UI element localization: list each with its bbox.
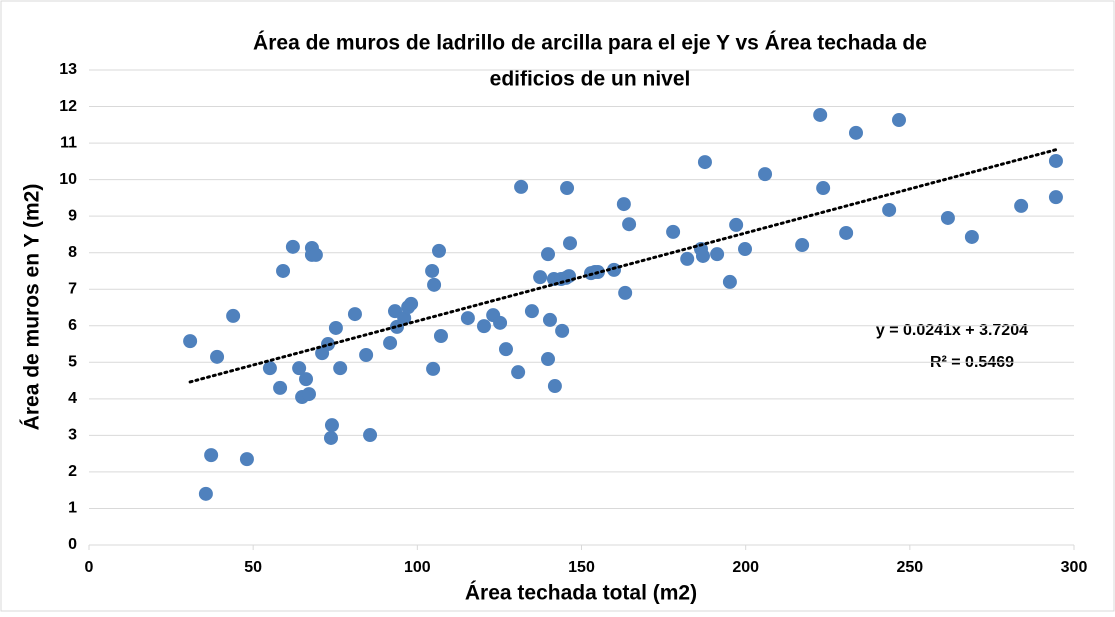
point (813, 107, 828, 122)
point (541, 352, 556, 367)
x-tick-label: 200 (732, 559, 759, 576)
point (299, 372, 314, 387)
point (795, 238, 810, 253)
y-tick-label: 9 (68, 207, 77, 224)
point (1048, 190, 1063, 205)
point (738, 242, 753, 257)
point (542, 312, 557, 327)
point (524, 304, 539, 319)
point (839, 225, 854, 240)
point (397, 311, 412, 326)
x-tick-label: 250 (896, 559, 923, 576)
x-tick-label: 300 (1061, 559, 1088, 576)
point (848, 125, 863, 140)
point (697, 155, 712, 170)
point (383, 335, 398, 350)
point (541, 247, 556, 262)
point (204, 448, 219, 463)
point (210, 349, 225, 364)
point (493, 315, 508, 330)
y-tick-label: 11 (60, 134, 77, 151)
point (1048, 153, 1063, 168)
point (1014, 198, 1029, 213)
trendline (188, 148, 1058, 384)
y-tick-label: 4 (68, 390, 77, 407)
y-tick-label: 3 (68, 427, 77, 444)
y-tick-label: 0 (68, 536, 77, 553)
point (301, 387, 316, 402)
point (328, 320, 343, 335)
point (533, 270, 548, 285)
point (226, 308, 241, 323)
point (333, 361, 348, 376)
y-tick-label: 8 (68, 244, 77, 261)
point (262, 361, 277, 376)
y-tick-label: 5 (68, 354, 77, 371)
point (426, 361, 441, 376)
x-axis-label: Área techada total (m2) (465, 582, 697, 605)
point (308, 247, 323, 262)
point (432, 243, 447, 258)
point (433, 329, 448, 343)
point (622, 217, 637, 232)
y-tick-label: 10 (59, 171, 77, 188)
point (710, 247, 725, 262)
y-tick-label: 6 (68, 317, 77, 334)
point (239, 452, 254, 467)
point (359, 348, 374, 362)
point (183, 334, 198, 349)
y-tick-label: 13 (59, 61, 77, 78)
point (425, 263, 440, 278)
point (460, 311, 475, 326)
point (940, 210, 955, 225)
x-tick-label: 50 (244, 559, 262, 576)
point (560, 181, 575, 196)
y-tick-label: 2 (68, 463, 77, 480)
point (324, 418, 339, 433)
trend-equation: y = 0.0241x + 3.7204 (876, 322, 1028, 339)
point (666, 224, 681, 239)
point (816, 181, 831, 196)
point (514, 179, 529, 194)
point (404, 296, 419, 311)
point (680, 251, 695, 266)
point (273, 380, 288, 395)
y-axis-label: Área de muros en Y (m2) (21, 184, 44, 431)
point (198, 486, 213, 501)
point (891, 113, 906, 128)
point (323, 430, 338, 445)
point (882, 202, 897, 217)
point (722, 274, 737, 289)
y-tick-label: 1 (68, 500, 77, 517)
point (363, 428, 378, 443)
point (292, 361, 307, 376)
point (427, 277, 442, 292)
x-tick-label: 0 (85, 559, 94, 576)
point (547, 379, 562, 394)
point (758, 167, 773, 182)
point (498, 342, 513, 357)
point (607, 262, 622, 277)
point (476, 319, 491, 334)
chart-title: Área de muros de ladrillo de arcilla par… (253, 32, 927, 55)
chart-title: edificios de un nivel (490, 68, 691, 91)
y-tick-label: 12 (59, 98, 77, 115)
point (616, 197, 631, 212)
point (285, 239, 300, 254)
point (729, 217, 744, 232)
point (964, 229, 979, 244)
point (563, 236, 578, 251)
y-tick-label: 7 (68, 280, 77, 297)
x-tick-label: 150 (568, 559, 595, 576)
point (511, 365, 526, 380)
point (276, 263, 291, 278)
point (618, 285, 633, 300)
point (555, 323, 570, 338)
point (347, 307, 362, 322)
point (695, 248, 710, 263)
x-tick-label: 100 (404, 559, 431, 576)
